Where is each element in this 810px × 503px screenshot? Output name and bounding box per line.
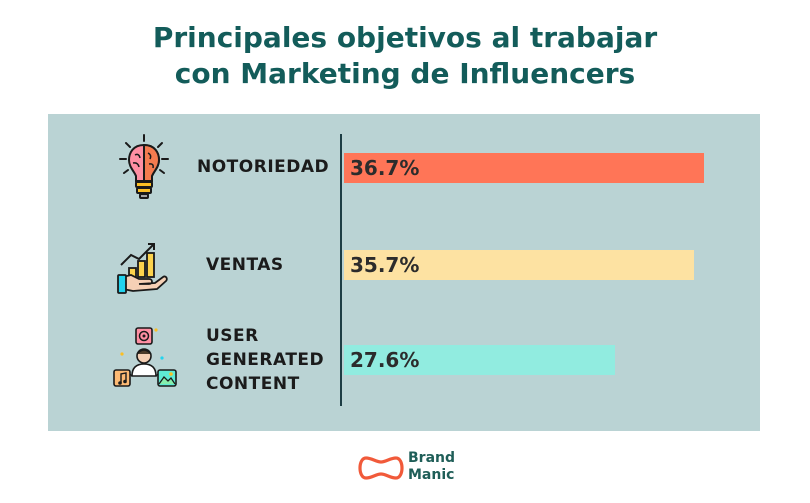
brand-manic-logo [358,456,404,480]
bar-value-label-user-generated-content: 27.6% [350,348,420,372]
brand-logo-text: Brand Manic [408,450,455,484]
chart-title-line-2: con Marketing de Influencers [174,57,636,90]
bar-notoriedad [344,153,704,183]
growth-hand-icon [117,243,168,294]
bar-user-generated-content [344,345,615,375]
category-label-user-generated-content: USER GENERATED CONTENT [206,326,325,394]
bar-value-label-ventas: 35.7% [350,253,420,277]
lightbulb-brain-icon [119,134,169,199]
brand-logo-line-2: Manic [408,467,455,483]
brand-logo-line-1: Brand [408,450,456,466]
bar-value-label-notoriedad: 36.7% [350,156,420,180]
bar-ventas [344,250,695,280]
category-label-notoriedad: NOTORIEDAD [197,157,330,177]
user-content-network-icon [113,327,177,387]
chart-title: Principales objetivos al trabajar con Ma… [0,20,810,92]
chart-title-line-1: Principales objetivos al trabajar [152,21,658,54]
category-label-ventas: VENTAS [206,255,284,275]
category-axis-line [340,134,342,406]
